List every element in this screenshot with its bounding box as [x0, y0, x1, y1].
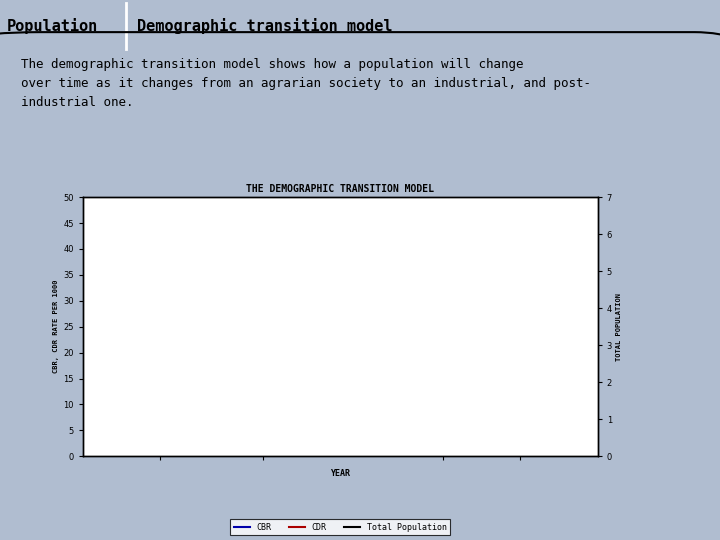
Text: Population: Population: [7, 18, 99, 33]
Y-axis label: TOTAL POPULATION: TOTAL POPULATION: [616, 293, 622, 361]
Title: THE DEMOGRAPHIC TRANSITION MODEL: THE DEMOGRAPHIC TRANSITION MODEL: [246, 184, 434, 193]
Text: The demographic transition model shows how a population will change
over time as: The demographic transition model shows h…: [22, 58, 591, 110]
Legend: CBR, CDR, Total Population: CBR, CDR, Total Population: [230, 519, 450, 535]
Y-axis label: CBR, CDR RATE PER 1000: CBR, CDR RATE PER 1000: [53, 280, 59, 374]
Text: Demographic transition model: Demographic transition model: [137, 18, 392, 33]
X-axis label: YEAR: YEAR: [330, 469, 350, 478]
